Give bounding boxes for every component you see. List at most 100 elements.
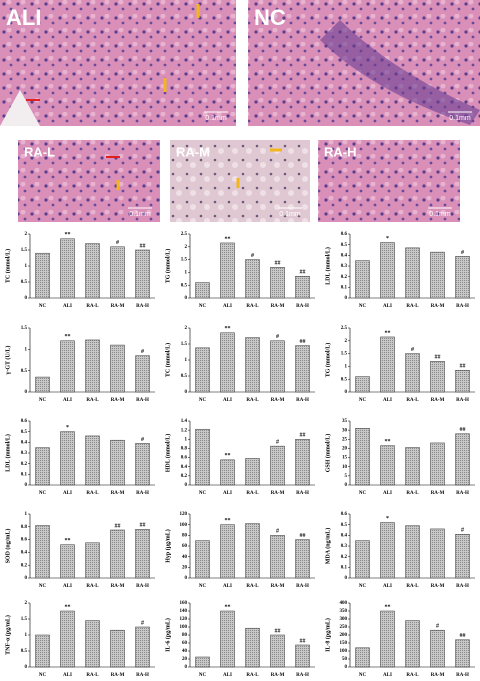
x-tick-label: ALI — [383, 398, 392, 403]
bar — [245, 259, 260, 299]
bar — [35, 525, 50, 579]
y-axis-label: SOD (ng/mL) — [4, 529, 11, 564]
y-tick-label: 60 — [182, 544, 188, 549]
bar — [220, 332, 235, 393]
bar — [135, 355, 150, 393]
bar — [405, 247, 420, 299]
bar — [35, 447, 50, 486]
x-tick-label: RA-H — [296, 491, 309, 496]
y-axis-label: TNF-α (pg/mL) — [4, 615, 11, 655]
x-tick-label: RA-M — [271, 673, 285, 678]
histology — [0, 0, 480, 222]
vessel — [320, 20, 480, 125]
panel-label: RA-L — [24, 145, 55, 160]
x-tick-label: RA-M — [271, 398, 285, 403]
x-tick-label: RA-M — [111, 491, 125, 496]
y-axis-label: TC (mmol/L) — [4, 249, 11, 283]
panel-label: ALI — [6, 5, 41, 30]
bar — [405, 447, 420, 486]
bar — [110, 439, 125, 486]
y-tick-label: 1 — [185, 437, 188, 442]
x-tick-label: RA-L — [406, 398, 419, 403]
significance: # — [276, 440, 279, 446]
x-tick-label: RA-L — [86, 673, 99, 678]
x-tick-label: ALI — [63, 584, 72, 589]
x-tick-label: NC — [359, 304, 367, 309]
significance: * — [386, 516, 389, 522]
x-tick-label: RA-L — [246, 398, 259, 403]
y-tick-label: 40 — [182, 649, 188, 654]
x-tick-label: ALI — [223, 584, 232, 589]
bar — [60, 238, 75, 299]
bar — [85, 620, 100, 668]
x-tick-label: RA-M — [271, 584, 285, 589]
x-tick-label: RA-M — [431, 304, 445, 309]
bar — [380, 445, 395, 486]
bar — [355, 428, 370, 486]
bar — [380, 336, 395, 393]
y-tick-label: 350 — [340, 609, 348, 614]
y-tick-label: 0.6 — [21, 419, 28, 424]
bar — [270, 267, 285, 299]
x-tick-label: ALI — [223, 491, 232, 496]
x-tick-label: NC — [199, 398, 207, 403]
x-tick-label: RA-H — [296, 673, 309, 678]
significance: # — [116, 240, 119, 246]
y-tick-label: 0 — [185, 483, 188, 488]
y-tick-label: 0.4 — [21, 440, 28, 445]
y-tick-label: 0 — [185, 576, 188, 581]
x-tick-label: RA-L — [86, 584, 99, 589]
y-tick-label: 2 — [25, 232, 28, 237]
y-tick-label: 1 — [345, 365, 348, 370]
y-tick-label: 0.6 — [21, 538, 28, 543]
bar — [60, 610, 75, 668]
charts: 0 0.5 1 1.5 2 TC (mmol/L) NC ALI ** RA-L RA-M # RA-H… — [4, 232, 475, 678]
bar — [295, 275, 310, 299]
y-tick-label: 60 — [182, 641, 188, 646]
bar — [220, 610, 235, 668]
bar — [405, 353, 420, 393]
bar — [60, 340, 75, 393]
x-tick-label: ALI — [63, 304, 72, 309]
y-tick-label: 0.5 — [21, 649, 28, 654]
y-tick-label: 1 — [185, 358, 188, 363]
x-tick-label: RA-L — [246, 584, 259, 589]
significance: ## — [460, 633, 466, 639]
bar — [380, 610, 395, 668]
y-tick-label: 0 — [25, 576, 28, 581]
y-tick-label: 200 — [340, 633, 348, 638]
y-tick-label: 0.6 — [341, 512, 348, 517]
bar — [405, 525, 420, 579]
significance: ## — [275, 628, 281, 634]
significance: ** — [225, 236, 231, 242]
y-tick-label: 1 — [25, 347, 28, 352]
y-tick-label: 150 — [340, 641, 348, 646]
y-tick-label: 2.5 — [181, 232, 188, 237]
y-tick-label: 0.4 — [341, 533, 348, 538]
y-tick-label: 400 — [340, 601, 348, 606]
y-axis-label: TG (mmol/L) — [164, 249, 171, 284]
x-tick-label: RA-H — [136, 304, 149, 309]
y-tick-label: 0 — [185, 296, 188, 301]
x-tick-label: RA-H — [456, 304, 469, 309]
y-tick-label: 0.8 — [181, 447, 188, 452]
y-tick-label: 1.5 — [21, 326, 28, 331]
significance: # — [411, 347, 414, 353]
bar — [455, 534, 470, 579]
y-tick-label: 80 — [182, 633, 188, 638]
significance: ## — [300, 433, 306, 439]
bar — [295, 644, 310, 668]
y-tick-label: 1.5 — [181, 258, 188, 263]
x-tick-label: NC — [39, 398, 47, 403]
bar — [245, 337, 260, 393]
x-tick-label: RA-H — [136, 673, 149, 678]
x-tick-label: ALI — [383, 491, 392, 496]
bar — [295, 345, 310, 393]
y-tick-label: 0.3 — [341, 544, 348, 549]
significance: ## — [460, 427, 466, 433]
y-axis-label: IL-6 (pg/mL) — [164, 618, 171, 652]
x-tick-label: ALI — [223, 304, 232, 309]
y-tick-label: 2 — [185, 245, 188, 250]
